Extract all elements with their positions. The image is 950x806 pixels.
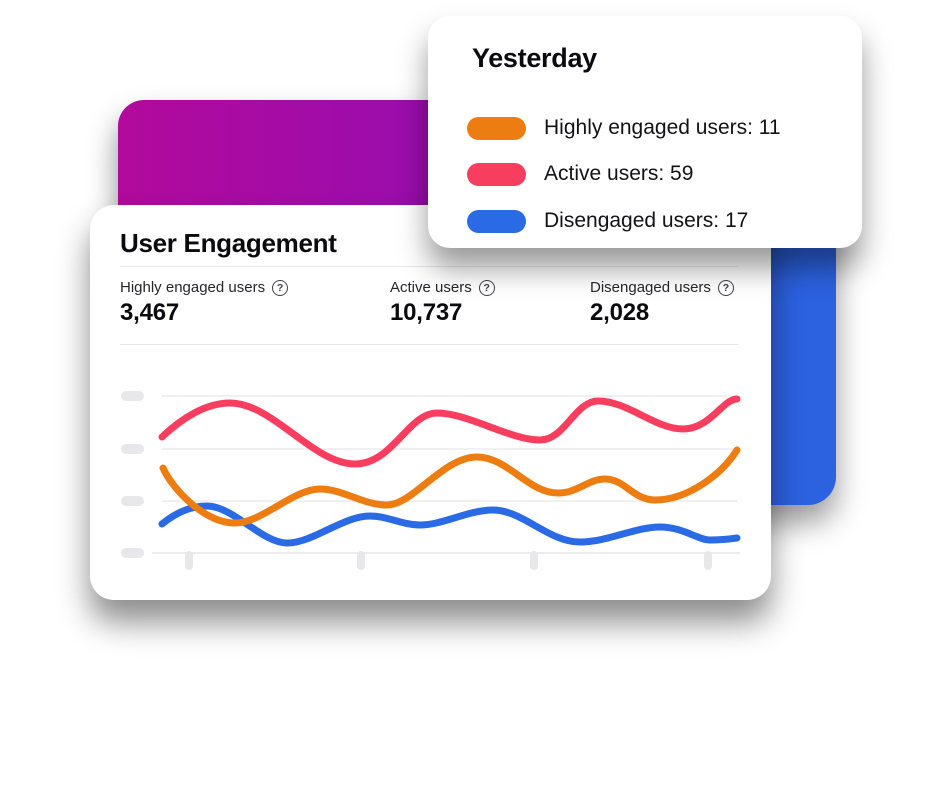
highly-engaged-users-line [159,446,741,527]
legend-item-highly-engaged: Highly engaged users: 11 [467,116,781,140]
legend-label: Active users: 59 [544,162,694,185]
legend-swatch-orange [467,116,526,140]
card-title: User Engagement [120,228,337,258]
legend-item-disengaged: Disengaged users: 17 [467,209,748,233]
stat-label: Disengaged users [590,279,711,296]
stat-highly-engaged-users: Highly engaged users ? 3,467 [120,279,289,327]
stat-value: 2,028 [590,299,650,326]
x-axis-tick [704,551,712,570]
stat-value: 3,467 [120,299,180,326]
help-icon[interactable]: ? [478,279,495,296]
yesterday-tooltip-card: Yesterday Highly engaged users: 11 Activ… [428,16,862,248]
legend-label: Highly engaged users: 11 [544,116,781,139]
stat-value: 10,737 [390,299,463,326]
stat-disengaged-users: Disengaged users ? 2,028 [590,279,734,327]
legend-label: Disengaged users: 17 [544,209,749,232]
legend-item-active: Active users: 59 [467,162,693,186]
legend-swatch-rose [467,162,526,186]
user-engagement-card: User Engagement Highly engaged users ? 3… [90,205,771,600]
y-axis-skeleton-pill [121,548,144,558]
active-users-line [158,395,741,468]
stat-label: Highly engaged users [120,279,266,296]
help-icon[interactable]: ? [272,279,289,296]
stat-label: Active users [390,279,472,296]
y-axis-skeleton-pill [121,391,144,401]
stat-active-users: Active users ? 10,737 [390,279,495,327]
y-axis-skeleton-pill [121,496,144,506]
disengaged-users-line [158,502,741,547]
y-axis-skeleton-pill [121,444,144,454]
help-icon[interactable]: ? [717,279,734,296]
engagement-line-chart [121,391,741,570]
x-axis-tick [530,551,538,570]
x-axis-tick [357,551,365,570]
divider [120,266,738,267]
tooltip-title: Yesterday [472,43,597,73]
x-axis-tick [185,551,193,570]
legend-swatch-blue [467,209,526,233]
divider [120,344,738,345]
